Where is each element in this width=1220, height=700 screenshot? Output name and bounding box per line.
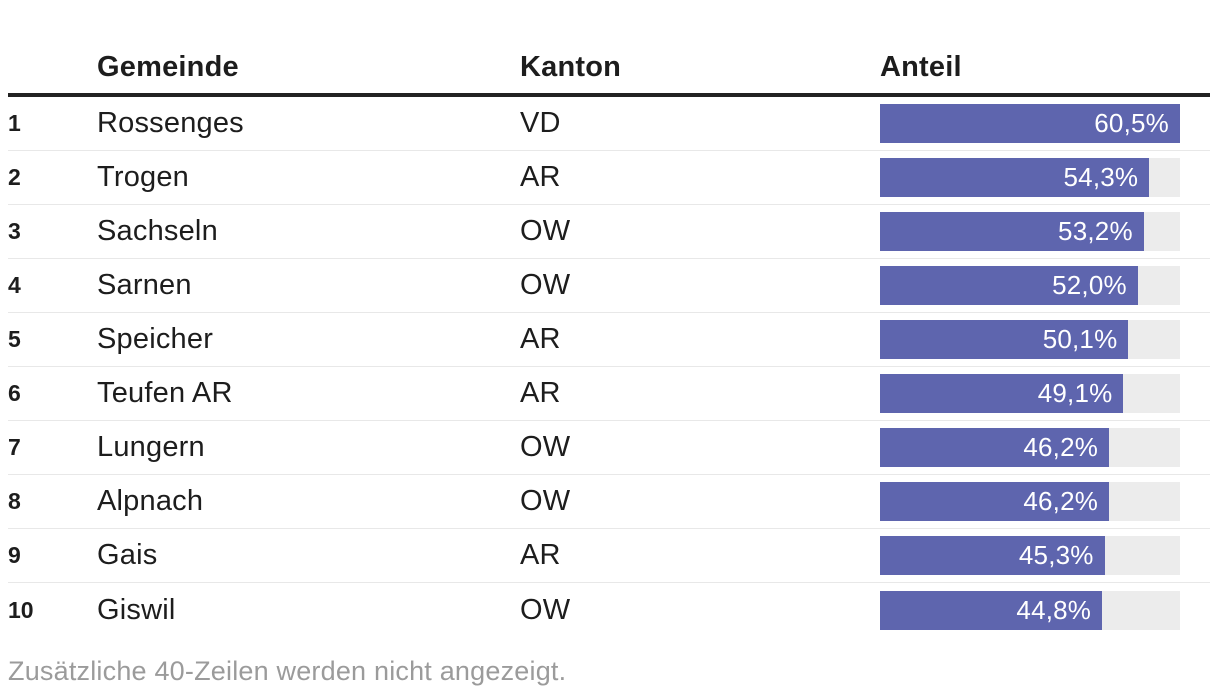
bar-fill: 44,8% — [880, 590, 1103, 630]
bar-value-label: 53,2% — [1058, 216, 1133, 246]
bar-fill: 50,1% — [880, 320, 1129, 359]
row-gemeinde: Sachseln — [97, 215, 218, 247]
header-gemeinde: Gemeinde — [97, 51, 239, 84]
table-row: 9 Gais AR 45,3% — [8, 529, 1210, 583]
table-row: 8 Alpnach OW 46,2% — [8, 475, 1210, 529]
bar-track: 44,8% — [880, 590, 1180, 630]
table-row: 4 Sarnen OW 52,0% — [8, 259, 1210, 313]
row-rank: 6 — [8, 380, 21, 406]
row-anteil-cell: 49,1% — [880, 374, 1210, 413]
row-rank: 4 — [8, 272, 21, 298]
bar-fill: 46,2% — [880, 428, 1110, 467]
row-rank: 7 — [8, 434, 21, 460]
table-row: 2 Trogen AR 54,3% — [8, 151, 1210, 205]
row-kanton: OW — [520, 593, 571, 626]
row-anteil-cell: 54,3% — [880, 158, 1210, 197]
bar-track: 46,2% — [880, 482, 1180, 521]
bar-value-label: 46,2% — [1023, 432, 1099, 462]
row-rank: 2 — [8, 164, 21, 190]
row-rank: 9 — [8, 542, 21, 568]
table-row: 10 Giswil OW 44,8% — [8, 583, 1210, 637]
footer-note: Zusätzliche 40-Zeilen werden nicht angez… — [8, 656, 567, 686]
bar-value-label: 44,8% — [1016, 594, 1092, 625]
bar-track: 53,2% — [880, 212, 1180, 251]
row-gemeinde: Giswil — [97, 593, 176, 626]
table-row: 3 Sachseln OW 53,2% — [8, 205, 1210, 259]
bar-value-label: 52,0% — [1052, 270, 1127, 300]
bar-fill: 46,2% — [880, 482, 1110, 521]
row-anteil-cell: 52,0% — [880, 266, 1210, 305]
row-rank: 8 — [8, 488, 21, 514]
row-rank: 1 — [8, 110, 21, 136]
row-rank: 3 — [8, 218, 21, 244]
bar-value-label: 46,2% — [1023, 486, 1099, 516]
row-gemeinde: Gais — [97, 539, 158, 571]
row-kanton: AR — [520, 323, 561, 355]
row-anteil-cell: 45,3% — [880, 536, 1210, 575]
row-anteil-cell: 46,2% — [880, 428, 1210, 467]
row-kanton: AR — [520, 377, 561, 409]
bar-fill: 49,1% — [880, 374, 1124, 413]
row-kanton: OW — [520, 431, 571, 463]
bar-fill: 52,0% — [880, 266, 1138, 305]
row-rank: 5 — [8, 326, 21, 352]
bar-track: 54,3% — [880, 158, 1180, 197]
bar-fill: 54,3% — [880, 158, 1150, 197]
row-kanton: OW — [520, 269, 571, 301]
bar-value-label: 60,5% — [1094, 108, 1169, 138]
row-kanton: VD — [520, 107, 561, 139]
row-kanton: AR — [520, 161, 561, 193]
row-kanton: OW — [520, 215, 571, 247]
row-gemeinde: Sarnen — [97, 269, 192, 301]
row-gemeinde: Trogen — [97, 161, 190, 193]
row-kanton: AR — [520, 539, 561, 571]
bar-track: 49,1% — [880, 374, 1180, 413]
bar-fill: 60,5% — [880, 104, 1180, 143]
bar-track: 52,0% — [880, 266, 1180, 305]
ranked-table: Gemeinde Kanton Anteil 1 Rossenges VD 60… — [8, 0, 1210, 687]
row-anteil-cell: 53,2% — [880, 212, 1210, 251]
bar-track: 60,5% — [880, 104, 1180, 143]
bar-value-label: 50,1% — [1042, 324, 1118, 354]
row-anteil-cell: 46,2% — [880, 482, 1210, 521]
header-kanton: Kanton — [520, 51, 622, 84]
row-gemeinde: Rossenges — [97, 107, 244, 139]
row-gemeinde: Lungern — [97, 431, 205, 463]
row-anteil-cell: 50,1% — [880, 320, 1210, 359]
bar-track: 45,3% — [880, 536, 1180, 575]
table-body: 1 Rossenges VD 60,5% 2 Trogen AR 54,3% 3… — [8, 97, 1210, 637]
row-anteil-cell: 44,8% — [880, 590, 1210, 630]
row-rank: 10 — [8, 596, 34, 623]
row-gemeinde: Teufen AR — [97, 377, 233, 409]
bar-value-label: 54,3% — [1063, 162, 1139, 192]
bar-track: 46,2% — [880, 428, 1180, 467]
row-kanton: OW — [520, 485, 571, 517]
table-row: 7 Lungern OW 46,2% — [8, 421, 1210, 475]
bar-fill: 53,2% — [880, 212, 1144, 251]
table-row: 6 Teufen AR AR 49,1% — [8, 367, 1210, 421]
bar-value-label: 49,1% — [1037, 378, 1113, 408]
row-anteil-cell: 60,5% — [880, 104, 1210, 143]
table-row: 1 Rossenges VD 60,5% — [8, 97, 1210, 151]
bar-fill: 45,3% — [880, 536, 1105, 575]
table-row: 5 Speicher AR 50,1% — [8, 313, 1210, 367]
row-gemeinde: Alpnach — [97, 485, 204, 517]
row-gemeinde: Speicher — [97, 323, 214, 355]
table-header-row: Gemeinde Kanton Anteil — [8, 0, 1210, 97]
bar-track: 50,1% — [880, 320, 1180, 359]
bar-value-label: 45,3% — [1018, 540, 1094, 570]
header-anteil: Anteil — [880, 51, 962, 84]
